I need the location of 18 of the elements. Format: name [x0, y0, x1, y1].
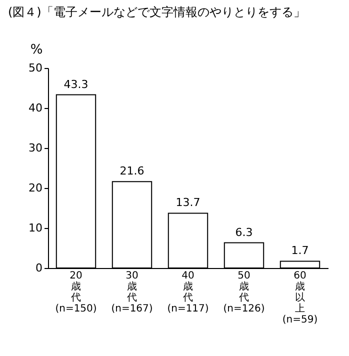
x-tick-label: 60歳以上(n=59): [282, 270, 318, 326]
y-tick-label: 50: [28, 62, 42, 74]
x-tick-label: 30歳代(n=167): [111, 270, 153, 314]
y-axis-title: %: [30, 42, 43, 58]
data-label: 43.3: [64, 78, 88, 91]
data-label: 1.7: [291, 244, 309, 258]
y-tick-label: 20: [28, 182, 42, 194]
x-tick-label: 50歳代(n=126): [223, 270, 265, 314]
x-tick-label: 40歳代(n=117): [167, 270, 209, 314]
y-tick-label: 40: [28, 102, 42, 114]
y-tick-label: 10: [28, 222, 42, 234]
chart-title: (図４)「電子メールなどで文字情報のやりとりをする」: [8, 5, 306, 19]
y-tick-label: 30: [28, 142, 42, 154]
x-tick-label: 20歳代(n=150): [55, 270, 97, 314]
data-label: 13.7: [176, 196, 200, 210]
y-tick-label: 0: [36, 262, 42, 274]
data-label: 21.6: [120, 164, 144, 178]
data-label: 6.3: [235, 226, 253, 239]
